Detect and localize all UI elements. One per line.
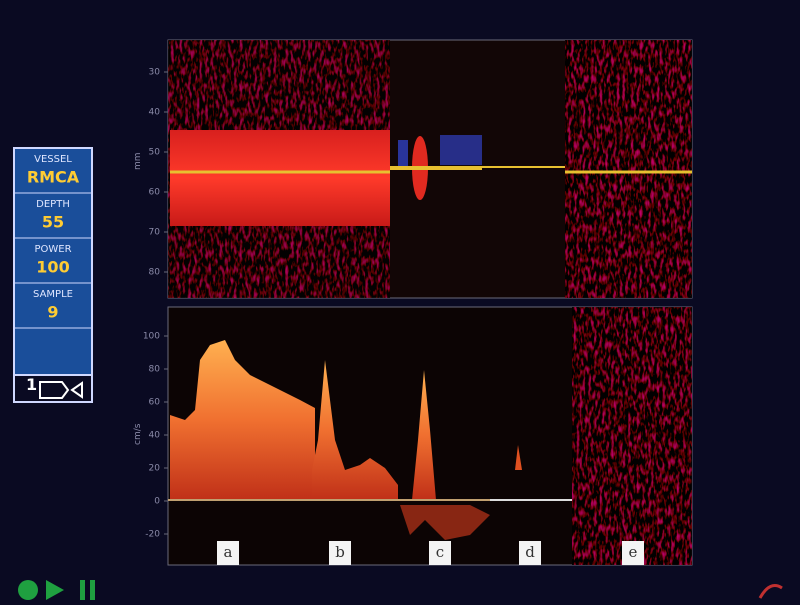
velocity-tick-label: 0	[154, 497, 160, 507]
speckle	[565, 40, 692, 298]
panel-label: SAMPLE	[33, 289, 73, 300]
velocity-tick-label: 80	[149, 365, 161, 375]
pause-bar	[90, 580, 95, 600]
depth-tick-label: 40	[149, 108, 161, 118]
segment-label: d	[525, 543, 535, 561]
flow-blob	[440, 135, 482, 165]
ultrasound-screen: mm cm/s 1 VESSEL RMCA DEPTH 55 POWER 100 SAMPL…	[0, 0, 800, 605]
panel-value: 9	[47, 303, 58, 322]
panel-label: DEPTH	[36, 199, 70, 210]
m-mode-panel: mm	[133, 40, 692, 298]
depth-tick-label: 60	[149, 188, 161, 198]
panel-label: VESSEL	[34, 154, 72, 165]
depth-tick-label: 50	[149, 148, 161, 158]
panel-value: 55	[42, 213, 64, 232]
segment-label: e	[629, 543, 638, 561]
pause-bar	[80, 580, 85, 600]
velocity-tick-label: 100	[143, 332, 160, 342]
spectrum-panel: cm/s	[133, 307, 692, 565]
segment-label: c	[436, 543, 444, 561]
velocity-axis-label: cm/s	[133, 423, 143, 445]
panel-value: RMCA	[27, 168, 80, 187]
probe-number: 1	[26, 375, 37, 394]
segment-label: a	[224, 543, 233, 561]
velocity-tick-label: 60	[149, 398, 161, 408]
speckle	[572, 307, 692, 565]
panel-value: 100	[36, 258, 69, 277]
panel-label: POWER	[34, 244, 71, 255]
velocity-tick-label: 40	[149, 431, 161, 441]
flow-band	[170, 130, 390, 226]
info-panel: 1 VESSEL RMCA DEPTH 55 POWER 100 SAMPLE 9	[14, 148, 92, 402]
record-button[interactable]	[18, 580, 38, 600]
flow-blob	[398, 140, 408, 170]
depth-tick-label: 80	[149, 268, 161, 278]
depth-tick-label: 70	[149, 228, 161, 238]
depth-axis-label: mm	[133, 152, 143, 170]
velocity-tick-label: -20	[145, 530, 160, 540]
depth-tick-label: 30	[149, 68, 161, 78]
segment-label: b	[335, 543, 345, 561]
velocity-tick-label: 20	[149, 464, 161, 474]
